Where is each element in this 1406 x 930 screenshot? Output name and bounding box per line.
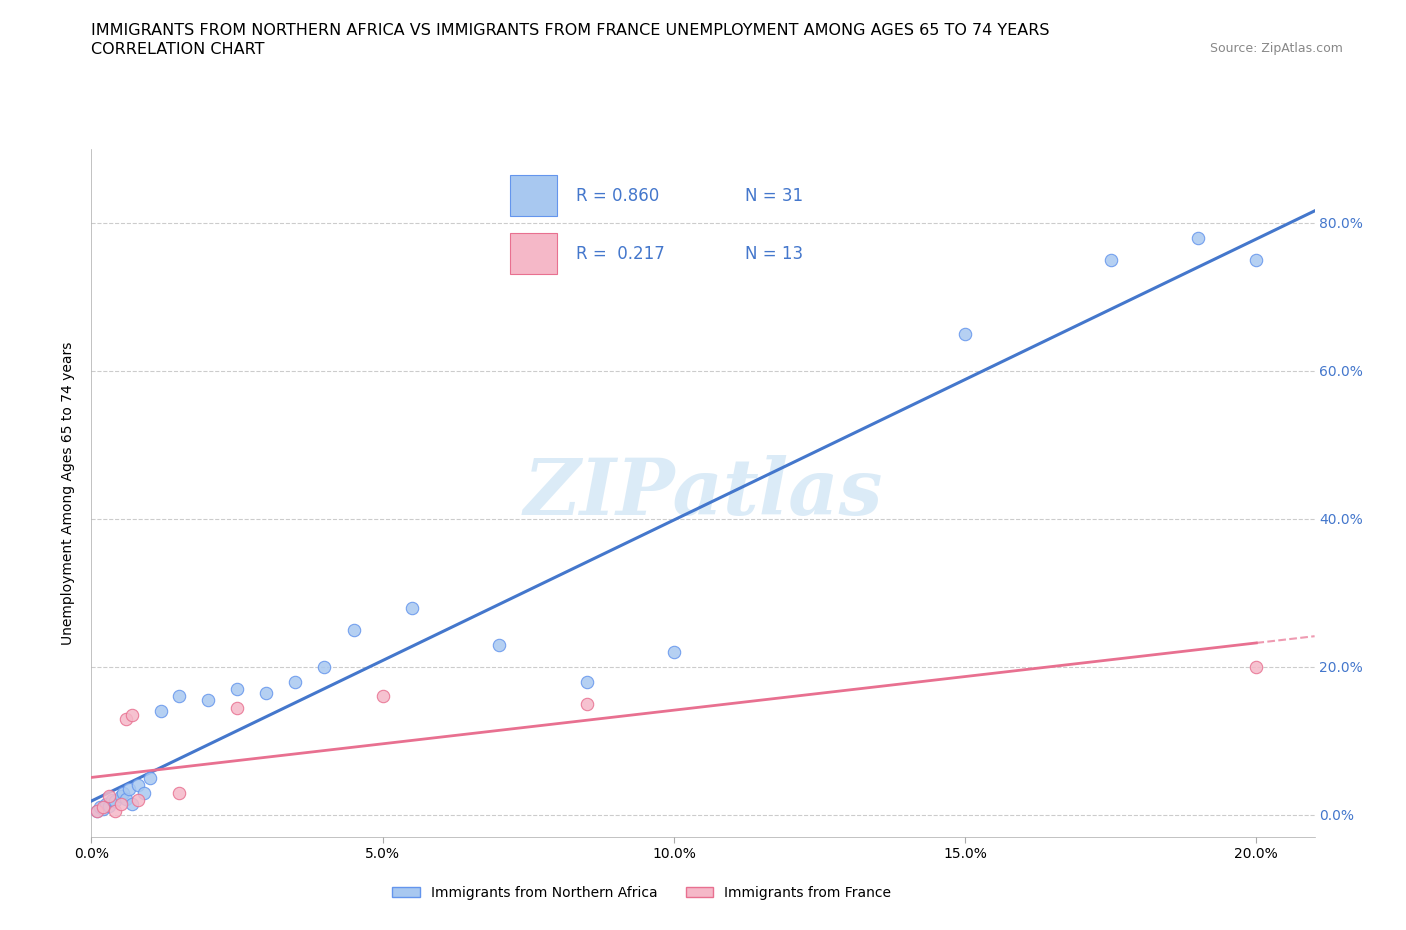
Text: CORRELATION CHART: CORRELATION CHART — [91, 42, 264, 57]
Point — [104, 794, 127, 809]
Legend: Immigrants from Northern Africa, Immigrants from France: Immigrants from Northern Africa, Immigra… — [387, 881, 897, 906]
Point — [284, 674, 307, 689]
Text: Source: ZipAtlas.com: Source: ZipAtlas.com — [1209, 42, 1343, 55]
Point — [138, 770, 160, 785]
Point — [575, 697, 598, 711]
Point — [226, 700, 249, 715]
Point — [86, 804, 108, 818]
Point — [1246, 659, 1268, 674]
Point — [1246, 252, 1268, 267]
Text: IMMIGRANTS FROM NORTHERN AFRICA VS IMMIGRANTS FROM FRANCE UNEMPLOYMENT AMONG AGE: IMMIGRANTS FROM NORTHERN AFRICA VS IMMIG… — [91, 23, 1050, 38]
Point — [1187, 230, 1209, 245]
Point — [121, 796, 143, 811]
Point — [112, 785, 135, 800]
Point — [575, 674, 598, 689]
Point — [662, 644, 685, 659]
Point — [1099, 252, 1122, 267]
Point — [953, 326, 976, 341]
Point — [97, 799, 120, 814]
Point — [94, 796, 117, 811]
Point — [132, 785, 155, 800]
Point — [101, 792, 124, 807]
Point — [488, 637, 510, 652]
Y-axis label: Unemployment Among Ages 65 to 74 years: Unemployment Among Ages 65 to 74 years — [62, 341, 76, 644]
Point — [150, 704, 173, 719]
Point — [89, 800, 111, 815]
Text: ZIPatlas: ZIPatlas — [523, 455, 883, 531]
Point — [97, 789, 120, 804]
Point — [110, 796, 132, 811]
Point — [127, 792, 149, 807]
Point — [91, 802, 114, 817]
Point — [110, 789, 132, 804]
Point — [127, 777, 149, 792]
Point — [121, 708, 143, 723]
Point — [371, 689, 394, 704]
Point — [86, 804, 108, 818]
Point — [197, 693, 219, 708]
Point — [401, 600, 423, 615]
Point — [342, 622, 364, 637]
Point — [314, 659, 336, 674]
Point — [167, 785, 190, 800]
Point — [104, 804, 127, 818]
Point — [167, 689, 190, 704]
Point — [226, 682, 249, 697]
Point — [254, 685, 277, 700]
Point — [91, 800, 114, 815]
Point — [115, 791, 138, 806]
Point — [115, 711, 138, 726]
Point — [118, 781, 141, 796]
